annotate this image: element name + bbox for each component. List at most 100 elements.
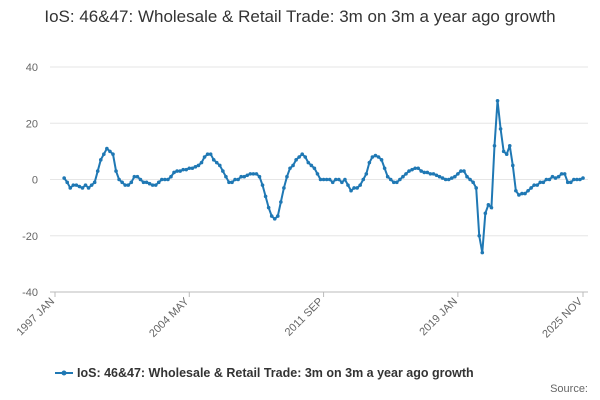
data-point [178,169,182,173]
data-point [559,172,564,176]
data-point [352,186,356,190]
data-point [227,180,231,185]
data-point [272,217,277,221]
data-point [413,166,417,171]
data-point [388,177,393,182]
data-point [501,149,506,154]
data-point [150,183,155,187]
data-point [309,163,314,168]
data-point [184,167,189,172]
data-point [208,152,213,156]
data-point [141,180,146,185]
data-point [117,177,121,182]
data-point [257,174,262,179]
data-point [175,169,179,173]
data-point [114,169,118,173]
data-point [529,186,533,190]
data-point [407,169,411,173]
data-point [233,177,237,182]
data-point [245,173,250,178]
data-point [443,177,448,182]
data-point [129,180,134,185]
data-point [160,177,164,182]
data-point [547,177,552,182]
data-point [376,155,381,159]
data-point [453,174,457,179]
data-point [248,172,253,176]
data-point [294,158,298,162]
data-point [205,152,210,156]
data-point [465,174,469,179]
data-point [300,152,305,156]
data-point [62,176,66,180]
data-point [269,214,274,218]
data-point [437,174,442,179]
data-point [98,158,103,162]
data-point [190,166,195,171]
data-point [74,183,79,187]
data-point [172,170,176,175]
data-point [507,143,512,148]
data-point [385,174,390,179]
data-point [266,205,271,210]
data-point [477,233,482,238]
data-point [565,180,570,185]
data-point [526,188,530,193]
data-point [65,180,70,185]
data-point [456,172,460,176]
data-point [181,167,185,172]
data-point [395,180,399,185]
data-point [422,170,427,175]
data-point [361,177,366,182]
data-point [511,163,515,168]
y-tick-label: 0 [32,175,38,187]
data-point [428,172,433,176]
data-point [242,174,247,179]
data-point [333,177,338,182]
data-point [239,174,243,179]
data-point [523,191,527,196]
data-point [288,166,292,171]
data-point [343,177,347,182]
data-point [279,200,283,204]
data-point [504,152,509,156]
data-point [291,163,295,168]
data-point [572,177,576,182]
data-point [315,172,320,176]
data-point [196,163,201,168]
data-point [419,169,424,173]
data-point [236,177,240,182]
data-point [486,203,491,207]
data-point [401,174,405,179]
data-point [169,174,173,179]
y-tick-label: -40 [22,287,38,299]
data-point [398,177,402,182]
data-point [538,180,543,185]
data-point [425,170,430,175]
chart-title: IoS: 46&47: Wholesale & Retail Trade: 3m… [44,7,556,26]
data-point [68,186,73,190]
data-point [349,188,353,193]
data-point [156,180,161,185]
data-point [105,146,109,151]
data-point [123,183,127,187]
data-point [340,180,344,185]
source: Source: [550,383,588,395]
data-point [327,177,332,182]
data-point [111,152,115,156]
data-point [306,160,311,165]
data-point [416,166,420,171]
data-point [285,174,289,179]
data-point [102,152,106,156]
data-point [468,177,472,182]
data-point [202,155,207,159]
x-tick-label: 2019 JAN [417,296,460,339]
data-point [578,177,582,182]
data-point [230,180,234,185]
data-point [318,177,323,182]
data-point [474,186,478,190]
data-point [193,165,198,169]
data-point [275,214,280,218]
data-point [495,98,500,103]
data-point [382,166,387,171]
